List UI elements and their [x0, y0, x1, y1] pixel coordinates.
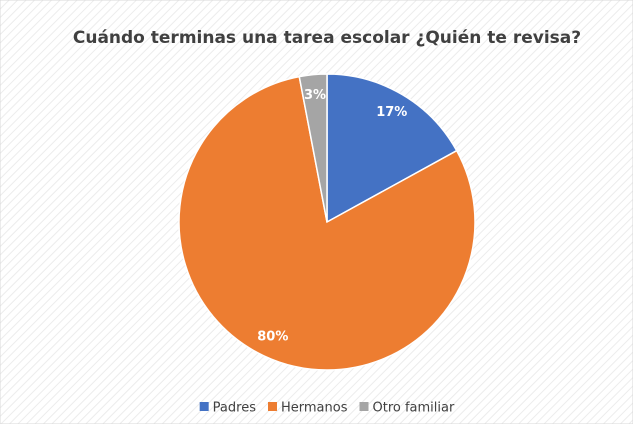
legend-swatch	[199, 402, 209, 411]
data-label: 3%	[304, 88, 326, 103]
legend-label: Padres	[213, 401, 257, 416]
legend-label: Otro familiar	[372, 401, 454, 416]
data-label: 80%	[257, 330, 288, 345]
legend-swatch	[267, 402, 277, 411]
pie-slice	[178, 75, 476, 371]
legend-swatch	[359, 402, 369, 411]
legend-label: Hermanos	[281, 401, 348, 416]
pie-slice	[298, 73, 328, 223]
pie-slice	[326, 73, 458, 224]
chart-title: Cuándo terminas una tarea escolar ¿Quién…	[73, 28, 581, 48]
data-label: 17%	[376, 105, 407, 120]
